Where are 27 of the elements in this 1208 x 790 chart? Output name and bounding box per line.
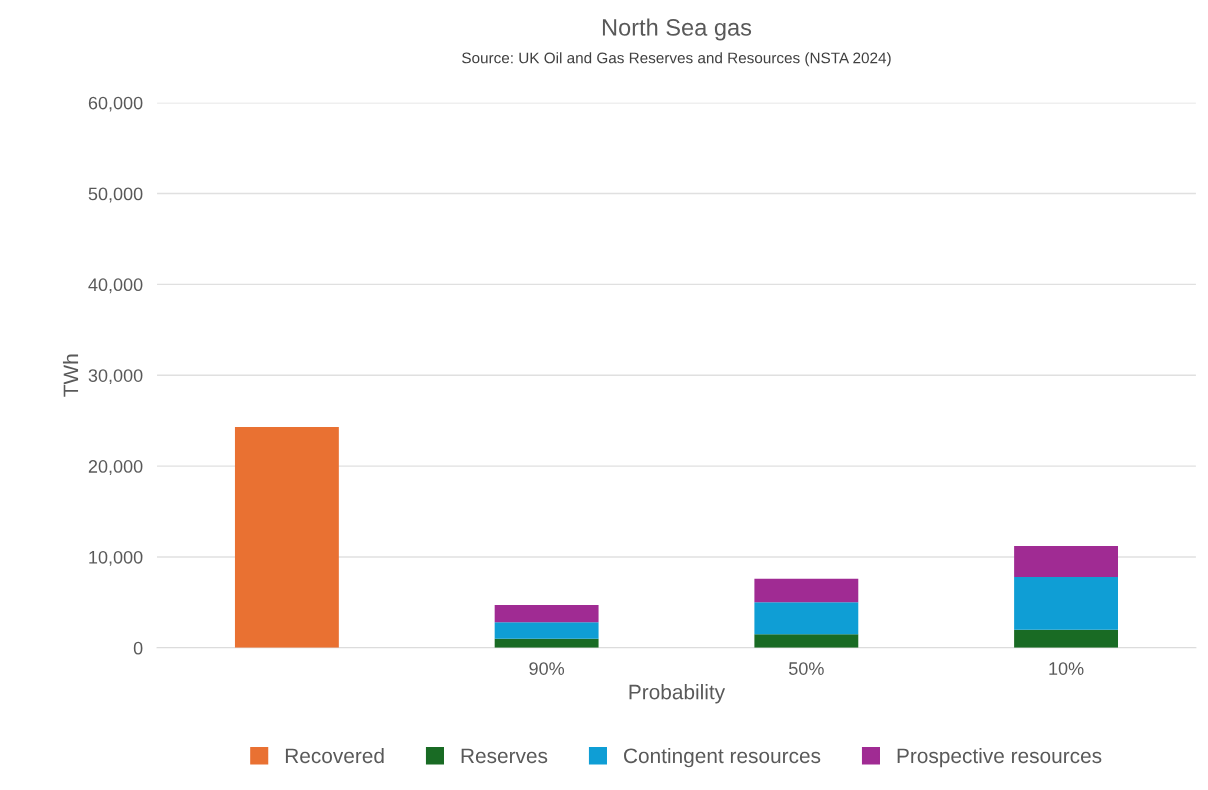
y-tick-label: 50,000: [88, 187, 143, 203]
y-axis-title: TWh: [62, 354, 79, 397]
bar: [754, 634, 859, 648]
x-axis-title: Probability: [629, 684, 726, 704]
x-tick-label: 90%: [529, 662, 565, 675]
bar: [494, 605, 599, 623]
bar: [494, 622, 599, 639]
legend-label: Prospective resources: [897, 747, 1102, 768]
legend-label: Contingent resources: [624, 747, 821, 768]
bar: [754, 602, 859, 635]
legend-label: Recovered: [285, 747, 384, 764]
x-tick-label: 50%: [788, 662, 824, 675]
y-tick-label: 0: [133, 641, 143, 655]
legend-label: Reserves: [461, 748, 548, 764]
y-tick-label: 20,000: [88, 460, 143, 475]
y-tick-label: 30,000: [88, 369, 143, 385]
y-tick-label: 10,000: [89, 550, 143, 566]
chart-title: North Sea gas: [602, 18, 752, 41]
bar: [754, 578, 859, 603]
bar: [234, 427, 339, 648]
chart-subtitle: Source: UK Oil and Gas Reserves and Resources (NSTA 2024): [462, 52, 891, 67]
bar: [1014, 629, 1118, 648]
bar: [1014, 576, 1118, 630]
y-tick-label: 40,000: [88, 278, 143, 294]
bar: [1014, 546, 1118, 577]
y-tick-label: 60,000: [88, 96, 143, 112]
x-tick-label: 10%: [1049, 662, 1084, 675]
